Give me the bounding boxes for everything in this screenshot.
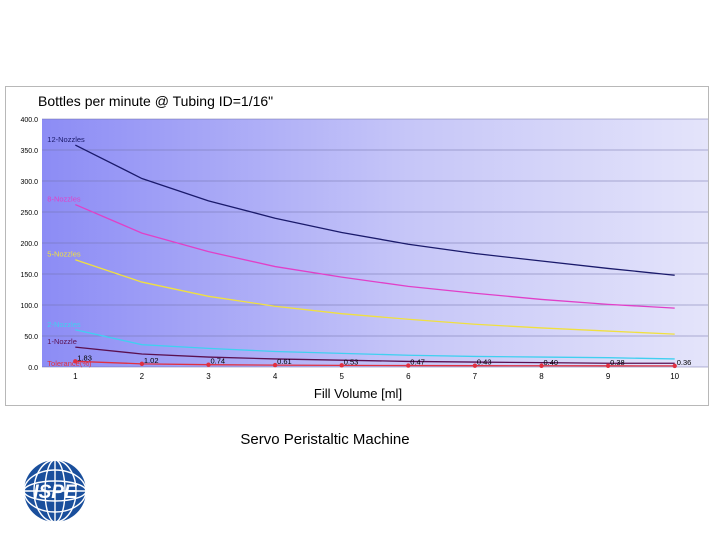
tolerance-data-label: 1.02 (144, 356, 159, 365)
series-label: Tolerance(%) (47, 359, 92, 368)
grid-lines (42, 118, 708, 368)
chart-title: Bottles per minute @ Tubing ID=1/16" (38, 93, 273, 109)
series-line (75, 346, 675, 364)
series-label: 8-Nozzles (47, 195, 81, 204)
ispe-logo-icon: ISPE (23, 459, 87, 523)
y-tick-label: 300.0 (20, 179, 38, 186)
series-label: 5-Nozzles (47, 250, 81, 259)
y-tick-label: 100.0 (20, 303, 38, 310)
y-tick-label: 50.0 (24, 334, 38, 341)
series-line (75, 329, 675, 360)
tolerance-data-label: 0.43 (477, 358, 492, 367)
tolerance-point (539, 363, 544, 368)
x-tick-labels: 1 2 3 4 5 6 7 8 9 10 (73, 372, 680, 381)
tolerance-data-label: 1.83 (77, 353, 92, 362)
tolerance-point (605, 363, 611, 369)
logo-text: ISPE (33, 482, 78, 503)
tolerance-data-label: 0.61 (277, 357, 292, 366)
tolerance-data-label: 0.47 (410, 358, 425, 367)
y-tick-labels: 0.0 50.0 100.0 150.0 200.0 250.0 300.0 350.0 400… (20, 117, 38, 372)
tolerance-point (73, 359, 78, 364)
series-label: 12-Nozzles (47, 135, 85, 144)
series-label: 1-Nozzle (47, 337, 77, 346)
series-line (75, 259, 675, 335)
y-tick-label: 250.0 (20, 210, 38, 217)
x-axis-label: Fill Volume [ml] (314, 386, 402, 401)
x-tick-label: 8 (539, 372, 544, 381)
tolerance-point (206, 362, 211, 367)
x-tick-label: 7 (473, 372, 478, 381)
tolerance-point (272, 362, 278, 368)
y-tick-label: 150.0 (20, 272, 38, 279)
chart-caption: Servo Peristaltic Machine (240, 431, 410, 448)
x-tick-label: 10 (670, 372, 679, 381)
x-tick-label: 5 (339, 372, 344, 381)
series-line (75, 203, 675, 309)
y-tick-label: 350.0 (20, 148, 38, 155)
y-tick-label: 400.0 (20, 117, 38, 124)
tolerance-data-label: 0.40 (544, 358, 559, 367)
tolerance-point (406, 363, 411, 368)
tolerance-data-label: 0.53 (344, 357, 359, 366)
y-tick-label: 0.0 (28, 365, 38, 372)
tolerance-data-label: 0.74 (211, 357, 226, 366)
x-tick-label: 4 (273, 372, 278, 381)
series-label: 2-Nozzles (47, 320, 81, 329)
x-tick-label: 9 (606, 372, 611, 381)
tolerance-point (339, 363, 344, 368)
tolerance-data-label: 0.38 (610, 358, 625, 367)
x-tick-label: 2 (140, 372, 145, 381)
tolerance-data-label: 0.36 (677, 358, 692, 367)
y-tick-label: 200.0 (20, 241, 38, 248)
tolerance-point (672, 363, 677, 369)
series-line (75, 360, 675, 367)
chart-svg: Bottles per minute @ Tubing ID=1/16" 0.0… (20, 93, 708, 401)
x-tick-label: 3 (206, 372, 211, 381)
tolerance-point (139, 361, 145, 367)
series-lines: 12-Nozzles 8-Nozzles 5-Nozzles 2-Nozzles 1-N… (47, 135, 692, 369)
x-tick-label: 6 (406, 372, 411, 381)
series-line (75, 144, 675, 276)
x-tick-label: 1 (73, 372, 78, 381)
tolerance-point (472, 363, 478, 368)
chart-frame: Bottles per minute @ Tubing ID=1/16" 0.0… (5, 86, 709, 406)
